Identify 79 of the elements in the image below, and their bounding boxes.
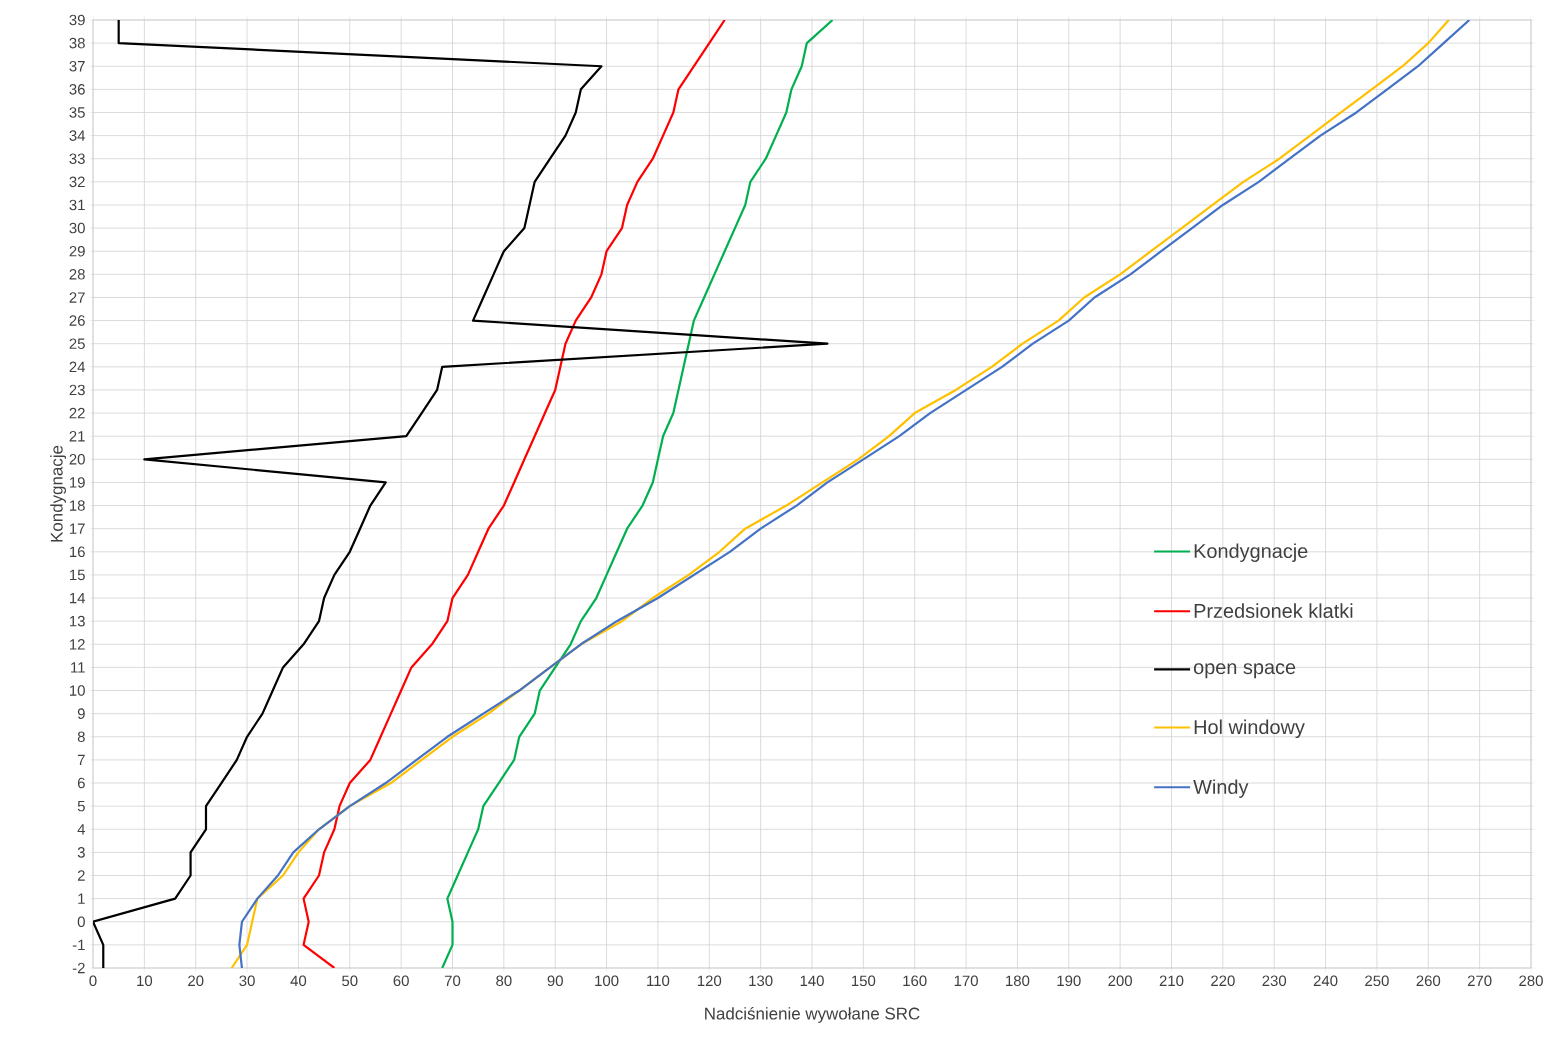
x-tick-label: 10 <box>137 975 153 987</box>
x-tick-label: 230 <box>1262 975 1287 987</box>
x-tick-label: 20 <box>188 975 204 987</box>
y-tick-label: 39 <box>69 14 85 26</box>
y-tick-label: 27 <box>69 292 85 303</box>
y-tick-label: 35 <box>69 107 85 118</box>
y-tick-label: 21 <box>69 430 85 442</box>
x-tick-label: 140 <box>800 975 824 987</box>
y-tick-label: 17 <box>70 523 85 534</box>
y-tick-label: 14 <box>70 592 86 604</box>
y-tick-label: 29 <box>69 245 85 257</box>
legend-label: Przedsionek klatki <box>1194 603 1353 618</box>
x-tick-label: 170 <box>954 975 978 987</box>
legend-label: open space <box>1193 663 1296 679</box>
y-tick-label: 31 <box>69 199 85 211</box>
y-tick-label: 18 <box>70 500 85 511</box>
y-tick-label: 4 <box>77 824 86 835</box>
y-tick-label: 28 <box>69 269 85 280</box>
y-tick-label: 24 <box>69 361 86 373</box>
x-tick-label: 70 <box>444 975 461 987</box>
y-tick-label: 13 <box>70 615 85 627</box>
x-tick-label: 240 <box>1313 975 1338 987</box>
y-tick-label: 25 <box>69 338 85 349</box>
x-tick-label: 160 <box>903 975 927 987</box>
y-tick-label: 7 <box>77 754 85 766</box>
y-tick-label: 6 <box>77 777 85 789</box>
x-tick-label: 270 <box>1467 975 1492 987</box>
y-tick-label: 2 <box>77 870 85 881</box>
x-axis-title: Nadciśnienie wywołane SRC <box>705 1006 920 1023</box>
line-series <box>93 19 829 968</box>
legend-label: Windy <box>1193 779 1249 798</box>
x-tick-label: 60 <box>393 975 409 987</box>
x-tick-label: 220 <box>1211 975 1235 987</box>
y-tick-label: -1 <box>72 939 85 951</box>
y-tick-label: 23 <box>69 384 85 396</box>
y-tick-label: 15 <box>70 569 85 581</box>
y-tick-label: 8 <box>77 731 85 743</box>
y-tick-label: 19 <box>70 477 85 488</box>
x-tick-label: 30 <box>239 975 255 987</box>
y-tick-label: 22 <box>69 407 85 419</box>
x-tick-label: 190 <box>1057 975 1081 987</box>
x-tick-label: 80 <box>496 975 512 987</box>
y-tick-label: 1 <box>78 893 85 904</box>
y-tick-label: 26 <box>69 315 85 326</box>
x-tick-label: 110 <box>647 975 670 987</box>
y-tick-label: 20 <box>69 454 85 465</box>
x-tick-label: 180 <box>1006 975 1030 987</box>
y-tick-label: 33 <box>69 153 85 165</box>
y-tick-label: 5 <box>77 800 85 812</box>
y-tick-label: 9 <box>77 708 85 719</box>
y-tick-label: 34 <box>69 130 86 141</box>
x-tick-label: 250 <box>1365 975 1389 987</box>
y-tick-label: 0 <box>77 916 85 928</box>
y-tick-label: 38 <box>69 37 85 49</box>
x-tick-label: 280 <box>1519 975 1543 987</box>
y-tick-label: 16 <box>70 546 85 558</box>
x-tick-label: 50 <box>342 975 358 987</box>
x-tick-label: 120 <box>697 975 722 987</box>
x-tick-label: 210 <box>1159 975 1184 987</box>
x-tick-label: 90 <box>547 975 563 987</box>
x-tick-label: 200 <box>1108 975 1133 987</box>
y-tick-label: 11 <box>71 662 85 673</box>
y-axis-title: Kondygnacje <box>50 445 67 542</box>
x-tick-label: 40 <box>290 975 307 987</box>
y-tick-label: 30 <box>69 222 85 234</box>
x-tick-label: 100 <box>595 975 619 987</box>
x-tick-label: 130 <box>749 975 773 987</box>
y-tick-label: 10 <box>70 685 85 696</box>
legend-label: Kondygnacje <box>1194 543 1308 563</box>
x-tick-label: 150 <box>852 975 876 987</box>
y-tick-label: 36 <box>69 84 85 95</box>
y-tick-label: 3 <box>77 847 85 858</box>
y-tick-label: 37 <box>69 60 85 72</box>
y-tick-label: 32 <box>69 176 85 188</box>
y-tick-label: -2 <box>72 962 85 974</box>
x-tick-label: 260 <box>1416 975 1441 987</box>
legend-label: Hol windowy <box>1194 719 1305 739</box>
x-tick-label: 0 <box>89 975 97 987</box>
y-tick-label: 12 <box>70 639 85 650</box>
